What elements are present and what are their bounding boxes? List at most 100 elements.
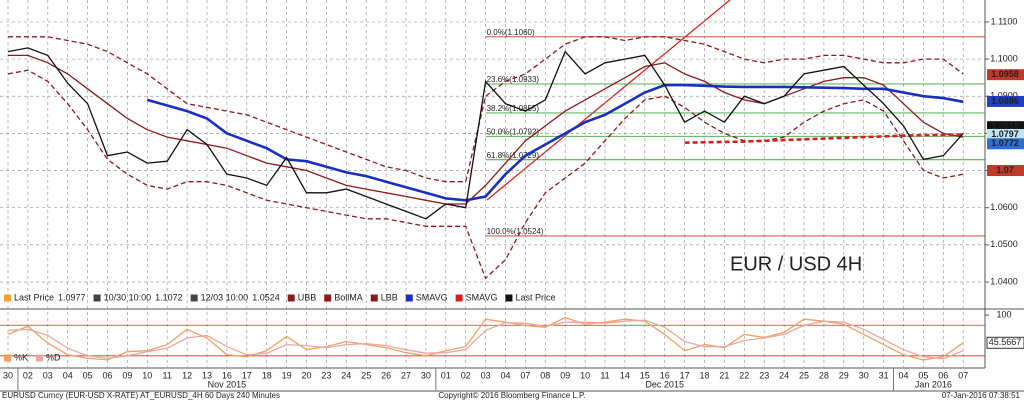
y-tick-label: 1.1000 [990, 53, 1018, 63]
x-tick-label: 10 [142, 370, 152, 380]
legend-swatch [36, 354, 44, 362]
series-line [8, 36, 964, 183]
price-tag-label: 1.0958 [991, 69, 1019, 79]
x-tick-label: 05 [918, 370, 928, 380]
x-tick-label: 31 [879, 370, 889, 380]
price-tag-label: 1.0818 [991, 121, 1019, 131]
month-label: Nov 2015 [208, 379, 247, 389]
y-tick-label: 100 [996, 309, 1011, 319]
x-tick-label: 18 [262, 370, 272, 380]
x-tick-label: 02 [461, 370, 471, 380]
x-tick-label: 18 [699, 370, 709, 380]
x-tick-label: 11 [163, 370, 172, 380]
footer-left: EURUSD Curncy (EUR-USD X-RATE) AT_EURUSD… [2, 391, 280, 400]
price-tag [987, 121, 1024, 133]
x-tick-label: 23 [759, 370, 769, 380]
x-tick-label: 12 [182, 370, 192, 380]
series-line [8, 54, 964, 205]
y-tick-label: 1.1100 [991, 16, 1018, 26]
legend-label: %K [14, 352, 28, 362]
price-tag-label: 1.0886 [991, 96, 1019, 106]
price-tag [987, 165, 1024, 177]
x-tick-label: 09 [560, 370, 570, 380]
legend-swatch [505, 294, 513, 302]
legend-value: 1.0977 [58, 292, 86, 302]
legend-swatch [4, 294, 11, 302]
series-line [684, 133, 964, 144]
legend-swatch [190, 294, 198, 302]
x-tick-label: 04 [500, 370, 510, 380]
price-tag-label: 1.0772 [991, 138, 1019, 148]
legend-label: SMAVG [466, 292, 498, 302]
x-tick-label: 19 [282, 370, 292, 380]
legend-label: SMAVG [416, 292, 448, 302]
legend-label: 10/30 10:00 [104, 292, 152, 302]
x-tick-label: 14 [620, 370, 630, 380]
x-tick-label: 07 [958, 370, 968, 380]
legend-label: LBB [381, 292, 398, 302]
x-tick-label: 20 [301, 370, 311, 380]
price-tag [987, 128, 1024, 140]
x-tick-label: 28 [819, 370, 829, 380]
series-line [7, 316, 964, 361]
y-tick-label: 1.0900 [990, 91, 1018, 101]
x-tick-label: 21 [719, 370, 729, 380]
legend-swatch [405, 294, 413, 302]
x-tick-label: 24 [779, 370, 789, 380]
price-tag [987, 138, 1024, 150]
x-tick-label: 05 [83, 370, 93, 380]
legend-label: 12/03 10:00 [201, 292, 249, 302]
x-tick-label: 16 [660, 370, 670, 380]
x-tick-label: 25 [799, 370, 809, 380]
price-tag [987, 69, 1024, 81]
x-tick-label: 30 [859, 370, 869, 380]
x-tick-label: 17 [242, 370, 252, 380]
legend-swatch [324, 294, 332, 302]
legend-label: Last Price [515, 292, 555, 302]
y-tick-label: 1.0600 [990, 202, 1018, 212]
legend-value: 1.1072 [155, 292, 183, 302]
x-tick-label: 10 [580, 370, 590, 380]
legend-swatch [370, 294, 378, 302]
legend-swatch [4, 354, 11, 362]
x-tick-label: 29 [839, 370, 849, 380]
value-tag [986, 336, 1024, 349]
x-tick-label: 07 [520, 370, 530, 380]
x-tick-label: 27 [401, 370, 411, 380]
legend-swatch [287, 294, 295, 302]
x-tick-label: 08 [540, 370, 550, 380]
legend-value: 1.0524 [252, 292, 280, 302]
price-tag [987, 95, 1024, 107]
legend-label: Last Price [14, 292, 54, 302]
x-tick-label: 04 [898, 370, 908, 380]
series-line [7, 69, 964, 280]
x-tick-label: 06 [102, 370, 112, 380]
x-tick-label: 11 [600, 370, 609, 380]
legend-label: %D [46, 352, 61, 362]
x-tick-label: 04 [63, 370, 73, 380]
series-line [146, 83, 964, 202]
price-tag-label: 1.07 [996, 165, 1014, 175]
legend-swatch [93, 294, 101, 302]
fib-label: 50.0%(1.0792) [487, 127, 540, 136]
series-line [7, 319, 964, 360]
footer-center: Copyright© 2016 Bloomberg Finance L.P. [438, 391, 585, 400]
series-line [7, 47, 964, 220]
month-label: Jan 2016 [915, 379, 952, 389]
value-tag-label: 45.5667 [989, 337, 1022, 347]
legend-label: UBB [298, 292, 317, 302]
x-tick-label: 03 [43, 370, 53, 380]
legend-label: BollMA [334, 292, 363, 302]
annotation: EUR / USD 4H [730, 253, 862, 275]
fib-label: 0.0%(1.1060) [487, 28, 535, 37]
price-tag-label: 1.0797 [991, 129, 1019, 139]
x-tick-label: 09 [122, 370, 132, 380]
x-tick-label: 13 [202, 370, 212, 380]
y-tick-label: 1.0500 [990, 239, 1018, 249]
month-label: Dec 2015 [645, 379, 684, 389]
trend-line [486, 0, 731, 201]
x-tick-label: 16 [222, 370, 232, 380]
fib-label: 100.0%(1.0524) [487, 227, 544, 236]
